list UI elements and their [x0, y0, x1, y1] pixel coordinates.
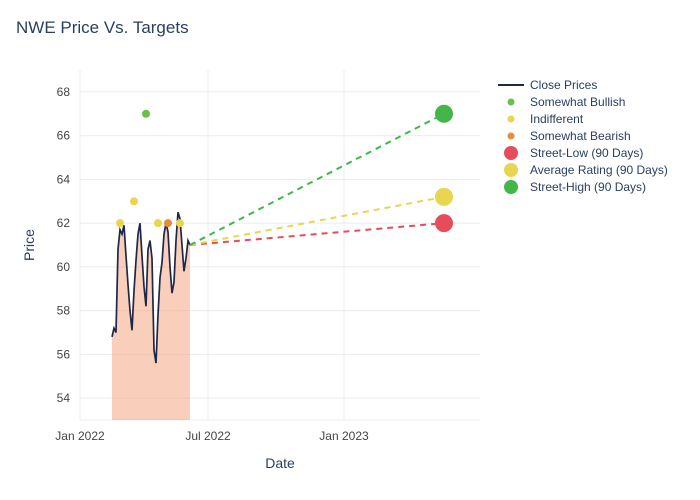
svg-text:62: 62	[57, 216, 71, 230]
svg-text:68: 68	[57, 85, 71, 99]
svg-text:Jan 2023: Jan 2023	[319, 429, 369, 443]
svg-text:Jan 2022: Jan 2022	[55, 429, 105, 443]
svg-text:Jul 2022: Jul 2022	[185, 429, 231, 443]
legend-label: Street-Low (90 Days)	[530, 146, 643, 160]
legend-item[interactable]: Average Rating (90 Days)	[498, 163, 668, 177]
legend-item[interactable]: Close Prices	[498, 78, 668, 92]
plot-area: 54 56 58 60 62 64 66 68 Jan 2022 Jul 2022 Jan 2023…	[0, 0, 700, 500]
legend-label: Street-High (90 Days)	[530, 180, 646, 194]
legend: Close Prices Somewhat Bullish Indifferent S…	[498, 78, 668, 197]
legend-label: Somewhat Bearish	[530, 129, 631, 143]
legend-label: Indifferent	[530, 112, 583, 126]
svg-text:64: 64	[57, 172, 71, 186]
svg-text:Price: Price	[21, 229, 37, 261]
chart-container: NWE Price Vs. Targets 5456586062646668Ja…	[0, 0, 700, 500]
legend-item[interactable]: Somewhat Bullish	[498, 95, 668, 109]
svg-text:58: 58	[57, 304, 71, 318]
svg-text:Date: Date	[265, 455, 295, 471]
legend-item[interactable]: Street-High (90 Days)	[498, 180, 668, 194]
svg-text:54: 54	[57, 391, 71, 405]
svg-text:60: 60	[57, 260, 71, 274]
legend-label: Average Rating (90 Days)	[530, 163, 668, 177]
legend-label: Close Prices	[530, 78, 597, 92]
svg-text:56: 56	[57, 347, 71, 361]
legend-item[interactable]: Somewhat Bearish	[498, 129, 668, 143]
svg-text:66: 66	[57, 129, 71, 143]
legend-item[interactable]: Indifferent	[498, 112, 668, 126]
legend-label: Somewhat Bullish	[530, 95, 625, 109]
legend-item[interactable]: Street-Low (90 Days)	[498, 146, 668, 160]
